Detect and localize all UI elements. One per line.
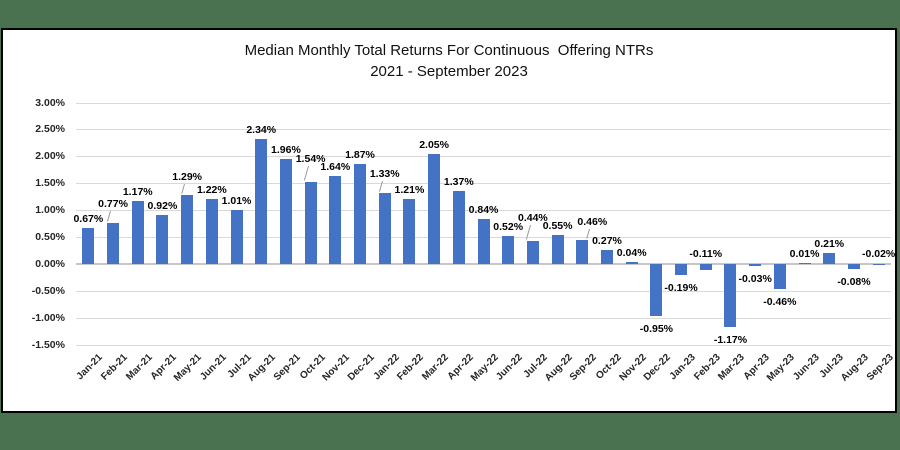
gridline xyxy=(76,210,891,212)
data-label: -0.08% xyxy=(837,275,871,288)
bar xyxy=(181,194,194,265)
data-label: 1.22% xyxy=(196,183,227,196)
bar xyxy=(650,264,663,316)
data-label: 0.84% xyxy=(468,204,499,217)
gridline xyxy=(76,183,891,185)
bar xyxy=(255,138,268,265)
data-label: -0.95% xyxy=(639,322,674,335)
data-label: -1.17% xyxy=(713,334,748,347)
zero-axis-line xyxy=(76,263,891,266)
bar xyxy=(600,249,613,265)
data-label: 2.05% xyxy=(419,139,449,152)
bar xyxy=(131,201,144,265)
bar xyxy=(526,240,539,265)
bar xyxy=(773,264,786,290)
bar xyxy=(279,158,292,265)
bar xyxy=(798,263,811,265)
y-tick-label: 1.00% xyxy=(35,204,65,217)
y-tick-label: 0.00% xyxy=(35,257,65,270)
gridline xyxy=(76,156,891,158)
bar xyxy=(576,239,589,265)
data-label: 1.33% xyxy=(369,167,400,180)
data-label: 1.29% xyxy=(172,170,203,183)
chart: Median Monthly Total Returns For Continu… xyxy=(1,28,897,413)
chart-title: Median Monthly Total Returns For Continu… xyxy=(3,40,895,82)
bar xyxy=(502,236,515,265)
data-label: 0.55% xyxy=(542,219,573,232)
bar xyxy=(699,264,712,271)
data-label: 2.34% xyxy=(246,123,277,136)
data-label: -0.02% xyxy=(862,248,896,261)
chart-title-line2: 2021 - September 2023 xyxy=(370,63,528,80)
y-tick-label: 0.50% xyxy=(35,231,65,243)
bar xyxy=(354,163,366,265)
bar xyxy=(872,264,885,266)
data-label: 1.54% xyxy=(295,152,326,165)
gridline xyxy=(76,102,891,104)
bar xyxy=(675,264,688,275)
data-label: 1.17% xyxy=(122,186,153,199)
bar xyxy=(452,190,465,265)
data-label: -0.19% xyxy=(664,281,698,294)
bar xyxy=(304,181,317,265)
data-label: 0.44% xyxy=(518,211,548,224)
data-label: -0.11% xyxy=(689,248,723,261)
chart-title-line1: Median Monthly Total Returns For Continu… xyxy=(244,42,654,59)
data-label: 1.96% xyxy=(271,143,301,156)
bar xyxy=(230,210,243,265)
gridline xyxy=(76,344,891,346)
data-label: -0.03% xyxy=(738,273,772,285)
data-label: 1.01% xyxy=(221,195,252,208)
y-tick-label: -0.50% xyxy=(31,284,65,297)
data-label: 0.01% xyxy=(789,248,820,261)
y-tick-label: 1.50% xyxy=(35,177,65,190)
bar xyxy=(847,264,860,269)
data-label: 0.52% xyxy=(493,221,524,234)
data-label: 0.92% xyxy=(147,199,178,212)
bar xyxy=(625,262,638,265)
bar xyxy=(428,154,441,265)
bar xyxy=(156,214,169,265)
y-tick-label: 3.00% xyxy=(35,96,65,109)
data-label: 0.67% xyxy=(73,213,104,226)
data-label: 0.27% xyxy=(592,234,622,247)
data-label: 1.21% xyxy=(394,184,425,197)
data-label: -0.46% xyxy=(763,296,797,309)
bar xyxy=(823,253,836,265)
gridline xyxy=(76,317,891,319)
bar xyxy=(551,234,564,265)
data-label: 1.37% xyxy=(443,175,474,188)
bar xyxy=(724,264,737,328)
bar xyxy=(403,199,416,265)
gridline xyxy=(76,129,891,131)
data-label: 1.87% xyxy=(345,148,375,161)
bar xyxy=(378,192,391,265)
data-label: 0.46% xyxy=(577,215,608,228)
bar xyxy=(329,176,342,265)
y-tick-label: 2.50% xyxy=(35,123,65,136)
gridline xyxy=(76,290,891,292)
data-label: 0.21% xyxy=(814,238,845,251)
bar xyxy=(205,198,218,265)
bar xyxy=(477,219,490,265)
y-tick-label: -1.00% xyxy=(31,311,65,324)
bar xyxy=(82,228,95,265)
bar xyxy=(107,222,120,265)
bar xyxy=(749,264,762,266)
y-tick-label: 2.00% xyxy=(35,150,65,163)
data-label: 0.77% xyxy=(98,197,128,210)
y-tick-label: -1.50% xyxy=(31,338,65,351)
data-label: 1.64% xyxy=(320,161,351,174)
data-label: 0.04% xyxy=(616,247,647,260)
